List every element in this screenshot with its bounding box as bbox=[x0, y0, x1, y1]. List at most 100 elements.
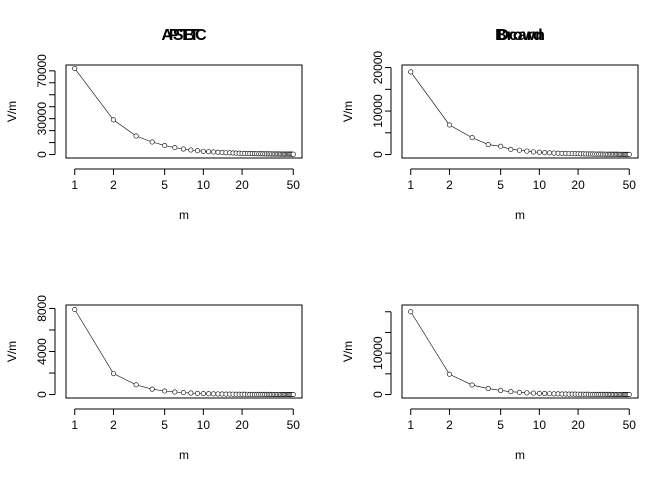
data-point bbox=[162, 388, 168, 394]
chart-panel: ASBC 1 2 5 10 20 50 m 0 30000 70000 V/m bbox=[5, 27, 303, 222]
x-tick-label: 5 bbox=[497, 178, 504, 192]
data-point bbox=[72, 307, 78, 313]
y-tick-label: 70000 bbox=[35, 54, 49, 88]
data-point bbox=[551, 391, 557, 397]
x-tick-label: 50 bbox=[623, 178, 637, 192]
data-point bbox=[215, 149, 221, 155]
plot-frame bbox=[401, 304, 639, 399]
x-tick-label: 5 bbox=[161, 178, 168, 192]
data-point bbox=[446, 371, 452, 377]
data-point bbox=[180, 146, 186, 152]
series-line bbox=[74, 68, 294, 155]
data-point bbox=[508, 389, 514, 395]
data-point bbox=[516, 147, 522, 153]
y-tick-label: 0 bbox=[35, 391, 49, 398]
data-point bbox=[485, 386, 491, 392]
series-line bbox=[410, 311, 630, 395]
data-point bbox=[408, 309, 414, 315]
x-tick-label: 1 bbox=[71, 418, 78, 432]
y-axis-label: V/m bbox=[5, 341, 19, 362]
x-tick-label: 1 bbox=[71, 178, 78, 192]
data-point bbox=[536, 390, 542, 396]
data-point bbox=[524, 390, 530, 396]
x-tick-label: 1 bbox=[407, 418, 414, 432]
data-point bbox=[524, 148, 530, 154]
series-line bbox=[74, 309, 294, 395]
data-point bbox=[469, 135, 475, 141]
x-tick-label: 20 bbox=[571, 418, 585, 432]
x-tick-label: 1 bbox=[407, 178, 414, 192]
data-point bbox=[206, 149, 212, 155]
series-line bbox=[410, 71, 630, 155]
plot-frame bbox=[65, 64, 303, 159]
y-axis-label: V/m bbox=[5, 101, 19, 122]
data-point bbox=[536, 149, 542, 155]
x-tick-label: 50 bbox=[287, 418, 301, 432]
y-tick-label: 30000 bbox=[35, 102, 49, 136]
x-tick-label: 10 bbox=[533, 178, 547, 192]
data-point bbox=[200, 391, 206, 397]
x-tick-label: 10 bbox=[197, 178, 211, 192]
data-point bbox=[508, 146, 514, 152]
data-point bbox=[180, 390, 186, 396]
data-point bbox=[149, 386, 155, 392]
y-axis-label: V/m bbox=[341, 341, 355, 362]
data-point bbox=[110, 371, 116, 377]
data-point bbox=[206, 391, 212, 397]
data-point bbox=[149, 139, 155, 145]
x-axis-label: m bbox=[515, 448, 525, 462]
x-tick-label: 50 bbox=[623, 418, 637, 432]
data-point bbox=[172, 389, 178, 395]
x-axis-label: m bbox=[179, 208, 189, 222]
chart-panel: Brown 1 2 5 10 20 50 m 0 10000 20000 V/m bbox=[341, 27, 639, 222]
y-tick-label: 10000 bbox=[371, 94, 385, 128]
data-point bbox=[188, 147, 194, 153]
chart-panel: PTT 1 2 5 10 20 50 m 0 4000 8000 V/m bbox=[5, 27, 303, 462]
y-tick-label: 10000 bbox=[371, 336, 385, 370]
x-tick-label: 5 bbox=[497, 418, 504, 432]
data-point bbox=[133, 382, 139, 388]
chart-title: PTT bbox=[169, 27, 199, 44]
x-axis-label: m bbox=[179, 448, 189, 462]
x-tick-label: 5 bbox=[161, 418, 168, 432]
data-point bbox=[498, 387, 504, 393]
y-tick-label: 20000 bbox=[371, 51, 385, 85]
data-point bbox=[200, 148, 206, 154]
data-point bbox=[516, 389, 522, 395]
data-point bbox=[446, 122, 452, 128]
x-tick-label: 10 bbox=[197, 418, 211, 432]
x-tick-label: 20 bbox=[571, 178, 585, 192]
data-point bbox=[72, 65, 78, 71]
plot-frame bbox=[401, 64, 639, 159]
x-tick-label: 20 bbox=[235, 418, 249, 432]
data-point bbox=[290, 151, 296, 157]
x-tick-label: 2 bbox=[446, 418, 453, 432]
data-point bbox=[626, 391, 632, 397]
y-axis-label: V/m bbox=[341, 101, 355, 122]
data-point bbox=[530, 149, 536, 155]
data-point bbox=[408, 69, 414, 75]
y-tick-label: 0 bbox=[371, 391, 385, 398]
plot-frame bbox=[65, 304, 303, 399]
y-tick-label: 8000 bbox=[35, 295, 49, 322]
data-point bbox=[162, 142, 168, 148]
y-tick-label: 4000 bbox=[35, 338, 49, 365]
x-tick-label: 2 bbox=[110, 418, 117, 432]
data-point bbox=[172, 145, 178, 151]
x-tick-label: 2 bbox=[110, 178, 117, 192]
data-point bbox=[215, 391, 221, 397]
x-tick-label: 20 bbox=[235, 178, 249, 192]
data-point bbox=[194, 148, 200, 154]
data-point bbox=[133, 133, 139, 139]
data-point bbox=[211, 391, 217, 397]
data-point bbox=[626, 151, 632, 157]
data-point bbox=[542, 150, 548, 156]
data-point bbox=[551, 150, 557, 156]
y-tick-label: 0 bbox=[371, 151, 385, 158]
data-point bbox=[547, 150, 553, 156]
chart-title: Brown bbox=[495, 27, 545, 44]
x-axis-label: m bbox=[515, 208, 525, 222]
x-tick-label: 10 bbox=[533, 418, 547, 432]
